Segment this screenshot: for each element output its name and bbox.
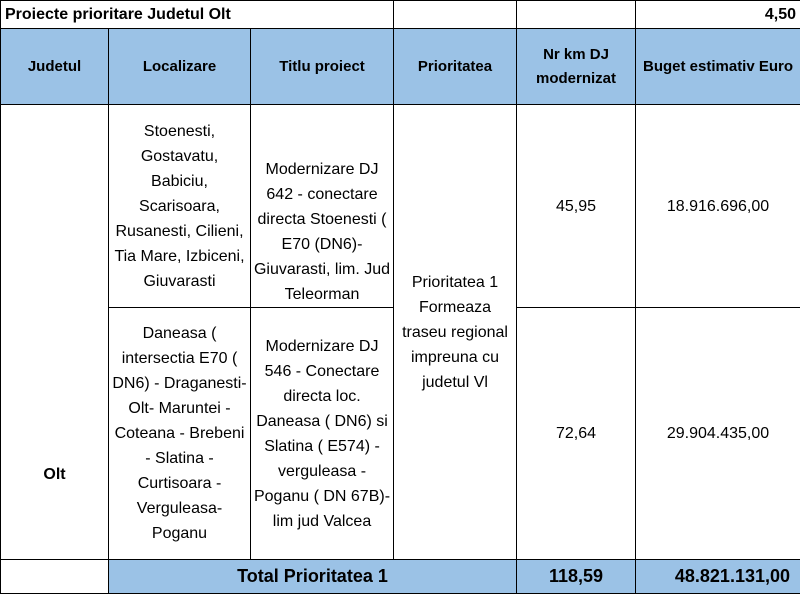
project-cell[interactable]: Modernizare DJ 642 - conectare directa S…: [251, 105, 394, 308]
title-row: Proiecte prioritare Judetul Olt 4,50: [1, 1, 800, 29]
title-value-cell[interactable]: 4,50: [636, 1, 800, 29]
header-priority-label: Prioritatea: [394, 55, 516, 79]
header-row: Judetul Localizare Titlu proiect Priorit…: [1, 29, 800, 105]
km-value: 45,95: [556, 198, 596, 215]
title-value: 4,50: [765, 6, 796, 23]
total-km-cell[interactable]: 118,59: [517, 560, 636, 594]
header-county-label: Judetul: [1, 55, 108, 79]
total-km-value: 118,59: [549, 566, 603, 586]
budget-value: 29.904.435,00: [667, 425, 769, 442]
total-budget-cell[interactable]: 48.821.131,00: [636, 560, 800, 594]
header-county[interactable]: Judetul: [1, 29, 109, 105]
county-cell[interactable]: Olt: [1, 105, 109, 560]
header-project-title[interactable]: Titlu proiect: [251, 29, 394, 105]
priority-text: Prioritatea 1 Formeaza traseu regional i…: [394, 270, 516, 395]
header-budget[interactable]: Buget estimativ Euro: [636, 29, 800, 105]
table-row: Olt Stoenesti, Gostavatu, Babiciu, Scari…: [1, 105, 800, 308]
county-label: Olt: [43, 466, 65, 483]
total-label-cell[interactable]: Total Prioritatea 1: [109, 560, 517, 594]
total-row: Total Prioritatea 1 118,59 48.821.131,00: [1, 560, 800, 594]
empty-cell[interactable]: [1, 560, 109, 594]
budget-cell[interactable]: 29.904.435,00: [636, 308, 800, 560]
header-km-label: Nr km DJ modernizat: [517, 43, 635, 91]
total-budget-value: 48.821.131,00: [675, 566, 790, 586]
km-cell[interactable]: 45,95: [517, 105, 636, 308]
budget-value: 18.916.696,00: [667, 198, 769, 215]
location-text: Stoenesti, Gostavatu, Babiciu, Scarisoar…: [111, 119, 248, 294]
total-label: Total Prioritatea 1: [237, 566, 388, 586]
header-project-title-label: Titlu proiect: [251, 55, 393, 79]
location-cell[interactable]: Daneasa ( intersectia E70 ( DN6) - Draga…: [109, 308, 251, 560]
priority-cell[interactable]: Prioritatea 1 Formeaza traseu regional i…: [394, 105, 517, 560]
header-budget-label: Buget estimativ Euro: [636, 55, 800, 79]
project-text: Modernizare DJ 642 - conectare directa S…: [253, 157, 391, 307]
header-location[interactable]: Localizare: [109, 29, 251, 105]
sheet-title: Proiecte prioritare Judetul Olt: [5, 6, 231, 23]
sheet-title-cell[interactable]: Proiecte prioritare Judetul Olt: [1, 1, 394, 29]
project-cell[interactable]: Modernizare DJ 546 - Conectare directa l…: [251, 308, 394, 560]
header-location-label: Localizare: [109, 55, 250, 79]
location-cell[interactable]: Stoenesti, Gostavatu, Babiciu, Scarisoar…: [109, 105, 251, 308]
km-value: 72,64: [556, 425, 596, 442]
location-text: Daneasa ( intersectia E70 ( DN6) - Draga…: [111, 321, 248, 546]
empty-cell[interactable]: [517, 1, 636, 29]
budget-cell[interactable]: 18.916.696,00: [636, 105, 800, 308]
header-priority[interactable]: Prioritatea: [394, 29, 517, 105]
empty-cell[interactable]: [394, 1, 517, 29]
km-cell[interactable]: 72,64: [517, 308, 636, 560]
project-text: Modernizare DJ 546 - Conectare directa l…: [253, 334, 391, 534]
header-km[interactable]: Nr km DJ modernizat: [517, 29, 636, 105]
